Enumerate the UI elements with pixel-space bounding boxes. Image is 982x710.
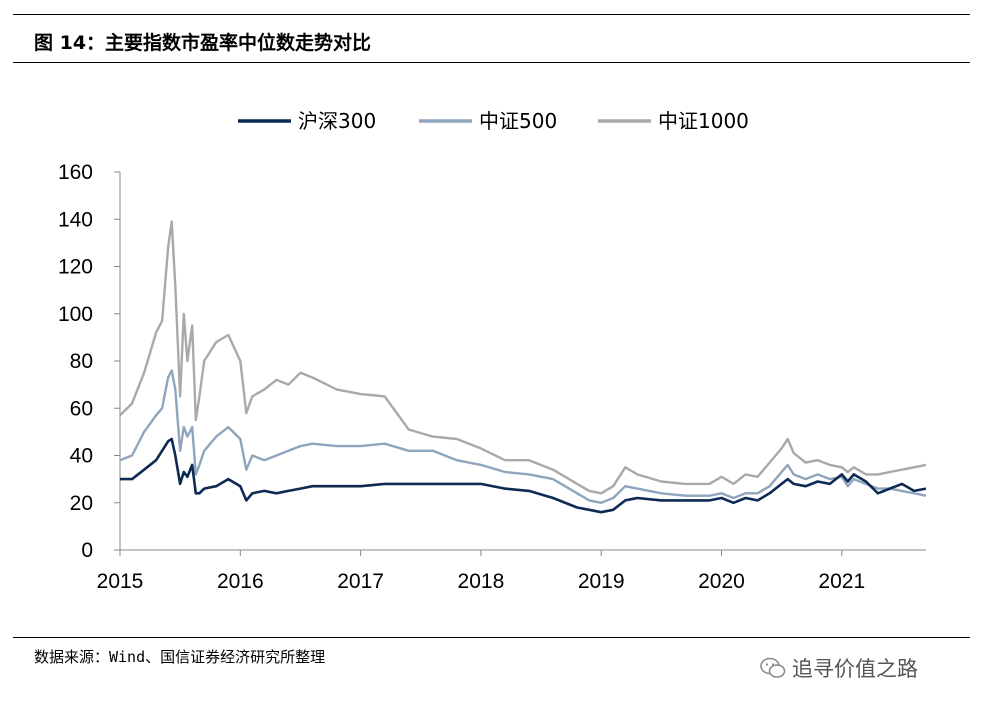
x-tick-label: 2019 <box>578 570 625 593</box>
series-line-2 <box>119 220 927 495</box>
x-tick-label: 2017 <box>337 570 384 593</box>
title-rule <box>13 62 970 63</box>
watermark: 追寻价值之路 <box>760 653 918 683</box>
wechat-icon <box>760 657 786 678</box>
y-tick-label: 140 <box>58 208 93 231</box>
y-tick-label: 60 <box>70 397 93 420</box>
y-tick-label: 80 <box>70 350 93 373</box>
source-rule <box>13 637 970 638</box>
x-tick-label: 2021 <box>818 570 865 593</box>
source-note: 数据来源：Wind、国信证券经济研究所整理 <box>34 648 326 666</box>
legend-label-0: 沪深300 <box>298 109 376 133</box>
y-tick-label: 160 <box>58 161 93 184</box>
legend-label-2: 中证1000 <box>658 109 749 133</box>
watermark-text: 追寻价值之路 <box>792 657 918 681</box>
figure-title: 图 14：主要指数市盈率中位数走势对比 <box>34 32 372 54</box>
y-tick-label: 0 <box>81 539 93 562</box>
y-tick-label: 100 <box>58 303 93 326</box>
legend-label-1: 中证500 <box>479 109 557 133</box>
series-line-1 <box>119 369 927 504</box>
y-tick-label: 120 <box>58 256 93 279</box>
x-tick-label: 2018 <box>458 570 505 593</box>
x-tick-label: 2016 <box>217 570 264 593</box>
y-tick-label: 20 <box>70 492 93 515</box>
series-line-0 <box>120 437 927 514</box>
x-tick-label: 2015 <box>97 570 144 593</box>
y-tick-label: 40 <box>70 445 93 468</box>
top-rule <box>13 14 970 15</box>
pe-median-chart: 0 20 40 60 80 100 120 140 160 2015 2016 2017 2018 201… <box>58 109 927 593</box>
x-tick-label: 2020 <box>698 570 745 593</box>
